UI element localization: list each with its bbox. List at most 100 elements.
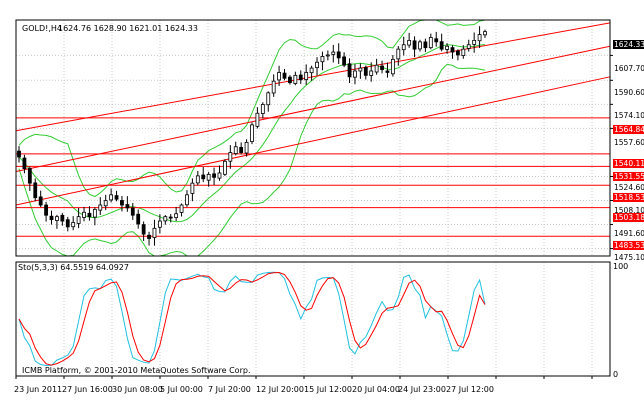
- time-axis-label: 30 Jun 08:00: [112, 385, 163, 394]
- candle-body: [44, 204, 48, 216]
- candle-body: [76, 216, 81, 224]
- candle-body: [347, 63, 352, 78]
- candle-body: [271, 80, 276, 94]
- price-pane-border: [15, 19, 611, 257]
- time-axis-label: 27 Jun 16:00: [62, 385, 113, 394]
- candle-body: [17, 150, 21, 158]
- price-pane: [16, 20, 610, 256]
- time-axis-label: 7 Jul 20:00: [208, 385, 251, 394]
- candle-body: [293, 74, 298, 84]
- stochastic-pane: [16, 262, 610, 376]
- trend-channel-line: [15, 22, 611, 132]
- price-axis-label: 1607.70: [614, 64, 644, 73]
- price-axis-label: 1524.60: [614, 183, 644, 192]
- candle-body: [401, 44, 406, 51]
- stochastic-signal-line: [18, 271, 486, 366]
- candle-body: [141, 224, 146, 235]
- candle-body: [120, 200, 124, 206]
- time-axis-label: 12 Jul 20:00: [256, 385, 304, 394]
- candle-body: [483, 31, 487, 36]
- price-axis-label: 1475.10: [614, 253, 644, 262]
- level-tag: 1531.55: [613, 172, 644, 181]
- stochastic-label: Sto(5,3,3) 64.5519 64.0927: [18, 263, 129, 272]
- candle-body: [201, 174, 206, 180]
- candle-body: [342, 56, 347, 66]
- candle-body: [374, 64, 379, 73]
- candle-body: [195, 175, 200, 184]
- candle-body: [434, 38, 439, 43]
- candle-body: [466, 44, 471, 49]
- candle-body: [147, 234, 151, 239]
- candle-body: [65, 219, 70, 228]
- candle-body: [439, 41, 444, 50]
- candle-body: [185, 194, 189, 206]
- candle-body: [27, 168, 32, 184]
- stoch-scale-top: 100: [613, 262, 629, 271]
- candle-body: [428, 37, 433, 49]
- level-tag: 1518.53: [613, 193, 644, 202]
- candle-body: [157, 220, 162, 228]
- candle-body: [55, 216, 59, 221]
- candle-body: [320, 56, 325, 63]
- time-axis-label: 15 Jul 12:00: [304, 385, 352, 394]
- candle-body: [71, 222, 76, 228]
- time-axis-label: 5 Jul 00:00: [160, 385, 203, 394]
- candle-body: [282, 72, 287, 79]
- time-axis-label: 23 Jun 2011: [14, 385, 63, 394]
- time-axis-label: 24 Jul 23:00: [398, 385, 446, 394]
- candle-body: [472, 39, 477, 45]
- stoch-scale-bottom: 0: [613, 370, 619, 379]
- candle-body: [380, 65, 384, 70]
- candle-body: [239, 146, 244, 153]
- candle-body: [98, 204, 103, 211]
- candle-body: [407, 39, 412, 46]
- price-axis-label: 1508.10: [614, 206, 644, 215]
- candle-body: [412, 40, 417, 50]
- candle-body: [152, 227, 157, 238]
- candle-body: [385, 70, 390, 73]
- trend-channel-line: [15, 45, 611, 172]
- candle-body: [206, 174, 211, 181]
- candle-body: [450, 47, 455, 53]
- candle-body: [212, 173, 216, 178]
- candle-body: [130, 207, 135, 216]
- candle-body: [266, 92, 271, 106]
- candle-body: [174, 213, 179, 218]
- symbol-label: GOLD!,H4: [22, 24, 62, 33]
- candle-body: [315, 61, 319, 69]
- price-axis-label: 1590.60: [614, 88, 644, 97]
- candle-body: [223, 160, 227, 175]
- level-tag: 1540.11: [613, 159, 644, 168]
- candle-body: [233, 146, 238, 155]
- stochastic-pane-border: [15, 261, 611, 377]
- candle-body: [353, 70, 357, 78]
- candle-body: [336, 51, 341, 59]
- current-price-tag: 1624.33: [613, 40, 644, 49]
- candle-body: [418, 41, 422, 50]
- candle-body: [288, 76, 292, 84]
- candle-body: [109, 194, 114, 201]
- candle-body: [49, 215, 54, 220]
- candle-body: [445, 45, 449, 50]
- candle-body: [60, 214, 65, 222]
- candle-body: [461, 48, 466, 57]
- candle-body: [304, 72, 309, 81]
- time-axis-label: 20 Jul 04:00: [352, 385, 400, 394]
- candle-body: [331, 51, 336, 55]
- candle-body: [87, 212, 92, 218]
- candle-body: [179, 204, 184, 213]
- candle-body: [390, 58, 395, 75]
- ohlc-quote: 1624.76 1628.90 1621.01 1624.33: [58, 24, 198, 33]
- candle-body: [456, 50, 460, 56]
- candle-body: [125, 204, 130, 209]
- level-tag: 1483.53: [613, 241, 644, 250]
- candle-body: [244, 141, 249, 154]
- time-axis-label: 27 Jul 12:00: [446, 385, 494, 394]
- candle-body: [396, 48, 401, 60]
- candle-body: [114, 195, 119, 200]
- candle-body: [423, 41, 428, 49]
- candle-body: [228, 152, 233, 162]
- candle-body: [477, 34, 482, 42]
